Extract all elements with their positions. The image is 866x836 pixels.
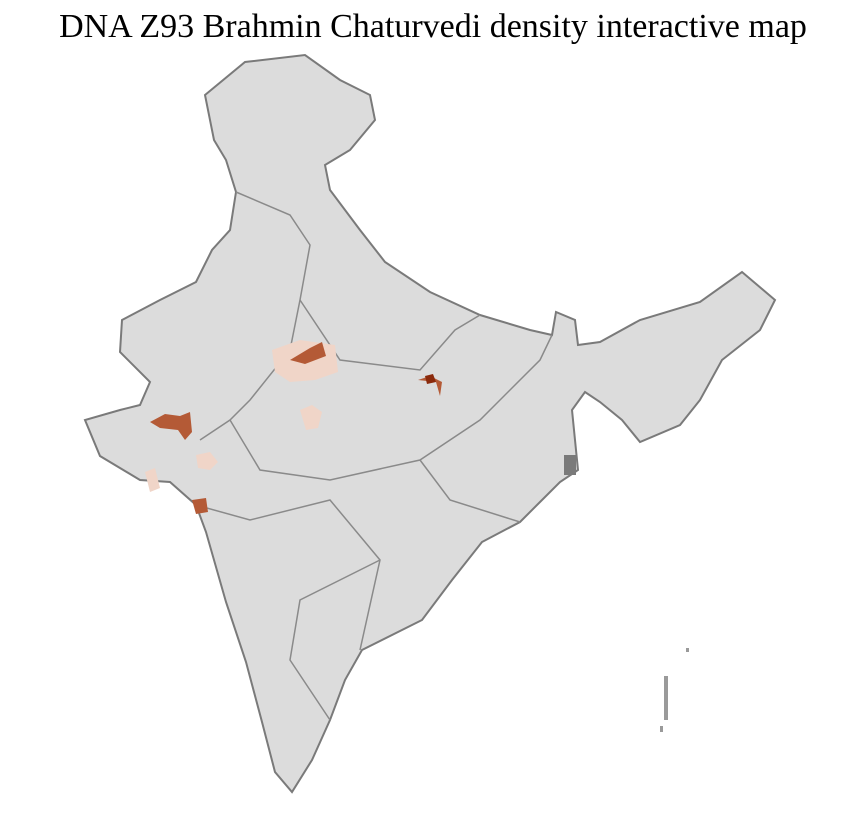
density-regions[interactable] [145,340,442,514]
andaman-islands [660,648,689,732]
india-outline [83,53,777,794]
region-gujarat-low-1[interactable] [145,468,160,492]
region-mp-low[interactable] [300,405,322,430]
region-bihar-high[interactable] [425,374,436,384]
region-agra-mid[interactable] [290,342,326,364]
state-borders [195,191,553,721]
region-gujarat-low-2[interactable] [196,452,218,470]
region-mumbai-mid[interactable] [192,498,208,514]
region-bihar-mid[interactable] [418,376,442,396]
map-title: DNA Z93 Brahmin Chaturvedi density inter… [59,8,807,45]
region-gujarat-mid[interactable] [150,412,192,440]
sundarbans-delta [564,455,576,475]
